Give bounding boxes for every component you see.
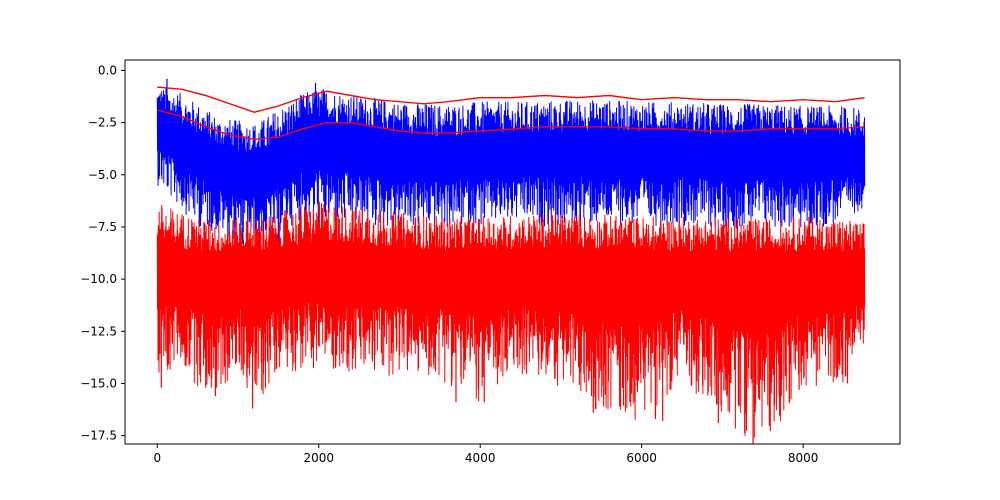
x-tick-label: 2000 <box>303 451 334 465</box>
x-axis: 0 2000 4000 6000 8000 <box>153 444 818 465</box>
series-1-line <box>156 201 866 438</box>
series-1-band <box>156 201 866 438</box>
series-3-overlay <box>157 109 865 140</box>
plot-frame <box>124 59 901 445</box>
x-tick-label: 4000 <box>465 451 496 465</box>
y-tick-label: −2.5 <box>88 116 117 130</box>
x-tick-label: 0 <box>153 451 161 465</box>
series-0-band <box>156 88 866 245</box>
y-tick-label: −7.5 <box>88 220 117 234</box>
y-tick-label: −17.5 <box>80 429 117 443</box>
y-tick-label: −15.0 <box>80 376 117 390</box>
spikes-1 <box>166 78 317 244</box>
series-0-line <box>156 88 866 245</box>
y-tick-label: −10.0 <box>80 272 117 286</box>
x-tick-label: 8000 <box>788 451 819 465</box>
series-2-overlay <box>157 86 865 113</box>
y-tick-label: 0.0 <box>98 63 117 77</box>
y-tick-label: −12.5 <box>80 324 117 338</box>
y-tick-label: −5.0 <box>88 168 117 182</box>
x-tick-label: 6000 <box>626 451 657 465</box>
y-axis: 0.0 −2.5 −5.0 −7.5 −10.0 −12.5 −15.0 −17.5 <box>80 63 125 443</box>
spikes-0 <box>160 310 849 444</box>
series-layer <box>156 78 866 444</box>
